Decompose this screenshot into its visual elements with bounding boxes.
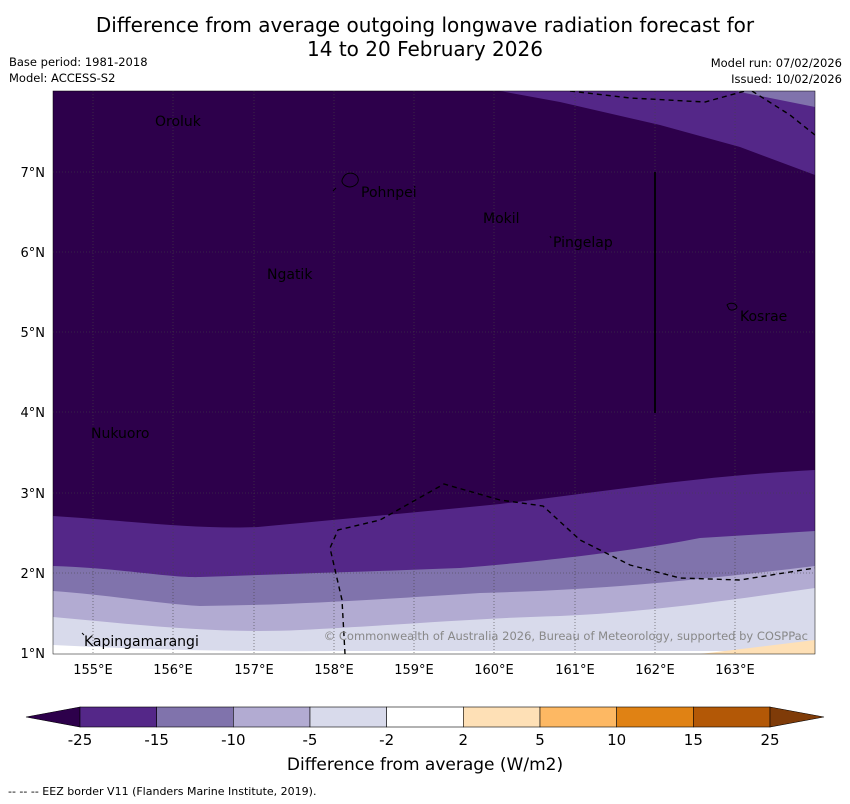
colorbar-tick-label: -15: [144, 731, 169, 749]
colorbar-tick-label: -2: [379, 731, 395, 749]
colorbar-swatch: [463, 706, 541, 728]
lat-label: 3°N: [21, 487, 46, 502]
eez-footnote: -- -- -- EEZ border V11 (Flanders Marine…: [8, 785, 317, 798]
colorbar-tick-label: -10: [221, 731, 246, 749]
colorbar-swatch: [386, 706, 464, 728]
colorbar-extend-high: [769, 706, 825, 728]
colorbar-swatch: [309, 706, 387, 728]
lat-label: 1°N: [21, 647, 46, 662]
colorbar-tick-label: 15: [683, 731, 703, 749]
lat-label: 2°N: [21, 567, 46, 582]
lon-label: 163°E: [715, 663, 755, 678]
title-line-1: Difference from average outgoing longwav…: [95, 13, 755, 37]
lon-label: 159°E: [394, 663, 434, 678]
model-name: Model: ACCESS-S2: [9, 71, 116, 85]
lon-label: 156°E: [153, 663, 193, 678]
map-frame: [52, 90, 816, 655]
lat-label: 4°N: [21, 406, 46, 421]
colorbar: [25, 706, 825, 728]
place-oroluk: Oroluk: [155, 114, 202, 130]
colorbar-swatch: [79, 706, 157, 728]
place-mokil: Mokil: [483, 211, 520, 227]
colorbar-swatch: [156, 706, 234, 728]
copyright-notice: © Commonwealth of Australia 2026, Bureau…: [324, 629, 808, 643]
colorbar-tick-label: 25: [760, 731, 780, 749]
lon-label: 160°E: [474, 663, 514, 678]
colorbar-swatch: [616, 706, 694, 728]
lon-label: 155°E: [73, 663, 113, 678]
lon-label: 158°E: [314, 663, 354, 678]
eez-border: [329, 91, 815, 654]
colorbar-tick-label: -5: [302, 731, 318, 749]
lon-label: 157°E: [234, 663, 274, 678]
place-ngatik: Ngatik: [267, 267, 313, 283]
place-pohnpei: Pohnpei: [361, 185, 417, 201]
colorbar-tick-label: 2: [458, 731, 469, 749]
colorbar-extend-low: [25, 706, 81, 728]
model-run: Model run: 07/02/2026: [710, 56, 842, 70]
issued-date: Issued: 10/02/2026: [731, 72, 842, 86]
base-period: Base period: 1981-2018: [9, 55, 148, 69]
colorbar-swatch: [693, 706, 771, 728]
colorbar-tick-label: -25: [67, 731, 93, 749]
lon-label: 162°E: [635, 663, 675, 678]
place-kosrae: Kosrae: [740, 309, 787, 325]
title-line-2: 14 to 20 February 2026: [307, 37, 543, 61]
colorbar-tick-label: 10: [607, 731, 627, 749]
lat-label: 6°N: [21, 246, 46, 261]
place-nukuoro: Nukuoro: [91, 426, 149, 442]
colorbar-swatch: [233, 706, 311, 728]
colorbar-tick-label: 5: [535, 731, 545, 749]
lat-label: 5°N: [21, 326, 46, 341]
lat-label: 7°N: [21, 166, 46, 181]
contour-fill: [53, 91, 815, 654]
island-outlines: [81, 172, 738, 636]
lon-label: 161°E: [555, 663, 595, 678]
colorbar-label: Difference from average (W/m2): [286, 755, 564, 775]
place-pingelap: Pingelap: [553, 235, 613, 251]
place-kapingamarangi: Kapingamarangi: [84, 634, 199, 650]
colorbar-swatch: [539, 706, 617, 728]
